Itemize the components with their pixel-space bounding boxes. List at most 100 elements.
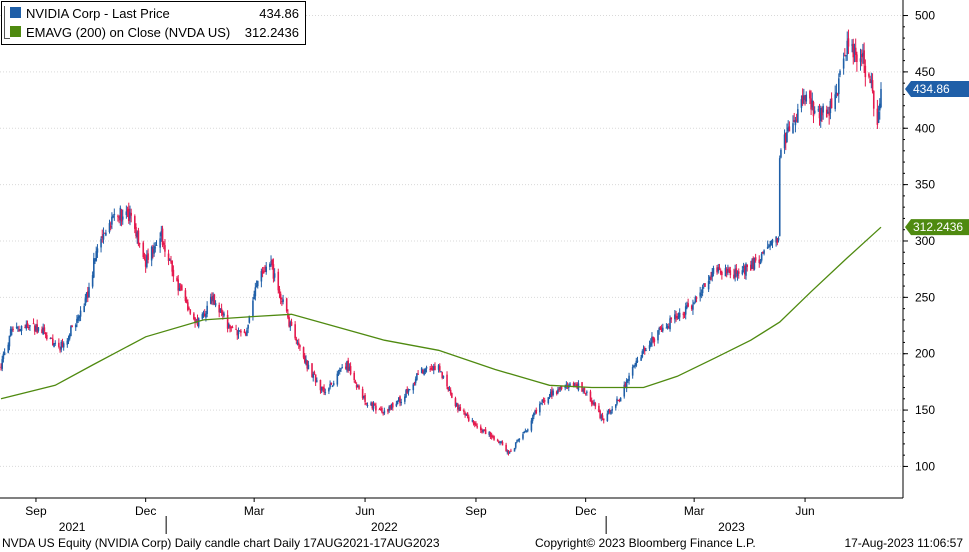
candle-body <box>252 300 254 317</box>
candle-body <box>754 257 757 261</box>
candle-body <box>686 305 688 308</box>
candle-body <box>279 293 282 300</box>
candle-body <box>201 314 204 319</box>
candle-body <box>236 329 239 336</box>
candle-body <box>363 395 365 398</box>
candle-body <box>19 329 22 331</box>
candle-body <box>25 324 28 329</box>
candle-body <box>371 402 374 409</box>
candle-body <box>610 411 612 414</box>
candle-body <box>652 336 654 341</box>
candle-body <box>709 277 711 280</box>
candle-body <box>126 209 129 212</box>
candle-body <box>473 422 476 425</box>
candle-body <box>313 372 316 374</box>
legend-item-ema: EMAVG (200) on Close (NVDA US) 312.2436 <box>2 23 305 42</box>
candle-body <box>525 431 528 433</box>
candle-body <box>209 296 212 304</box>
candle-body <box>389 405 392 409</box>
candle-body <box>766 246 769 249</box>
x-tick-label: Sep <box>25 504 47 518</box>
candle-body <box>408 389 411 391</box>
candle-body <box>742 266 745 268</box>
candle-body <box>262 271 265 274</box>
candle-body <box>619 397 622 402</box>
year-label: 2023 <box>718 520 745 534</box>
candle-body <box>813 110 816 114</box>
candle-body <box>118 217 120 219</box>
candle-body <box>20 325 23 331</box>
candle-body <box>446 374 448 387</box>
candle-body <box>229 325 231 329</box>
candle-body <box>243 330 246 334</box>
candle-body <box>699 292 701 297</box>
candle-body <box>305 359 307 365</box>
candle-body <box>94 260 96 262</box>
candle-body <box>179 286 182 288</box>
candle-body <box>50 337 53 339</box>
candle-body <box>312 373 315 378</box>
candle-body <box>26 323 29 326</box>
candle-body <box>340 368 342 370</box>
candle-body <box>168 259 171 261</box>
last-price-tag-text: 434.86 <box>913 82 950 96</box>
candle-body <box>476 426 478 428</box>
candle-body <box>330 382 333 385</box>
candle-body <box>617 399 620 401</box>
candle-body <box>113 213 116 215</box>
last-price-tag-bg <box>905 80 969 97</box>
candle-body <box>569 383 571 386</box>
candle-body <box>378 409 381 411</box>
candle-body <box>79 310 82 317</box>
legend-value-price: 434.86 <box>259 6 299 21</box>
candle-body <box>777 237 780 241</box>
candle-body <box>54 342 57 344</box>
candle-body <box>541 399 544 402</box>
candle-body <box>52 338 54 346</box>
candle-body <box>508 451 511 453</box>
candle-body <box>878 103 881 111</box>
ema-value-tag-text: 312.2436 <box>913 220 963 234</box>
candle-body <box>762 251 764 254</box>
candle-body <box>332 383 335 385</box>
candle-body <box>331 386 334 388</box>
candle-body <box>751 260 753 269</box>
candle-body <box>507 450 510 454</box>
candle-body <box>66 340 69 345</box>
candle-body <box>109 225 112 228</box>
candle-body <box>319 379 322 391</box>
candle-body <box>150 246 153 261</box>
candle-body <box>745 263 747 276</box>
legend-bracket <box>4 6 10 39</box>
candle-body <box>551 390 553 396</box>
candle-body <box>381 408 383 413</box>
candle-body <box>678 312 681 318</box>
candle-body <box>763 250 765 254</box>
candle-body <box>676 316 679 319</box>
candle-body <box>289 322 292 328</box>
candle-body <box>627 379 629 381</box>
candle-body <box>188 308 190 310</box>
candle-body <box>589 391 592 402</box>
candle-body <box>303 356 306 363</box>
candle-body <box>517 440 519 442</box>
candle-body <box>552 390 554 396</box>
candle-body <box>614 404 617 408</box>
candle-body <box>32 323 35 325</box>
candle-body <box>778 158 781 236</box>
candle-body <box>522 434 524 439</box>
candle-body <box>84 298 87 305</box>
candle-body <box>711 271 714 278</box>
candle-body <box>670 317 673 320</box>
candle-body <box>135 227 137 236</box>
candle-body <box>306 360 308 369</box>
candle-body <box>102 234 105 240</box>
candle-body <box>493 436 495 440</box>
candle-body <box>294 324 296 339</box>
candle-body <box>103 232 106 234</box>
candle-body <box>750 264 752 271</box>
candle-body <box>786 131 788 142</box>
candle-body <box>683 314 686 316</box>
candle-body <box>398 397 400 402</box>
candle-body <box>572 382 575 387</box>
